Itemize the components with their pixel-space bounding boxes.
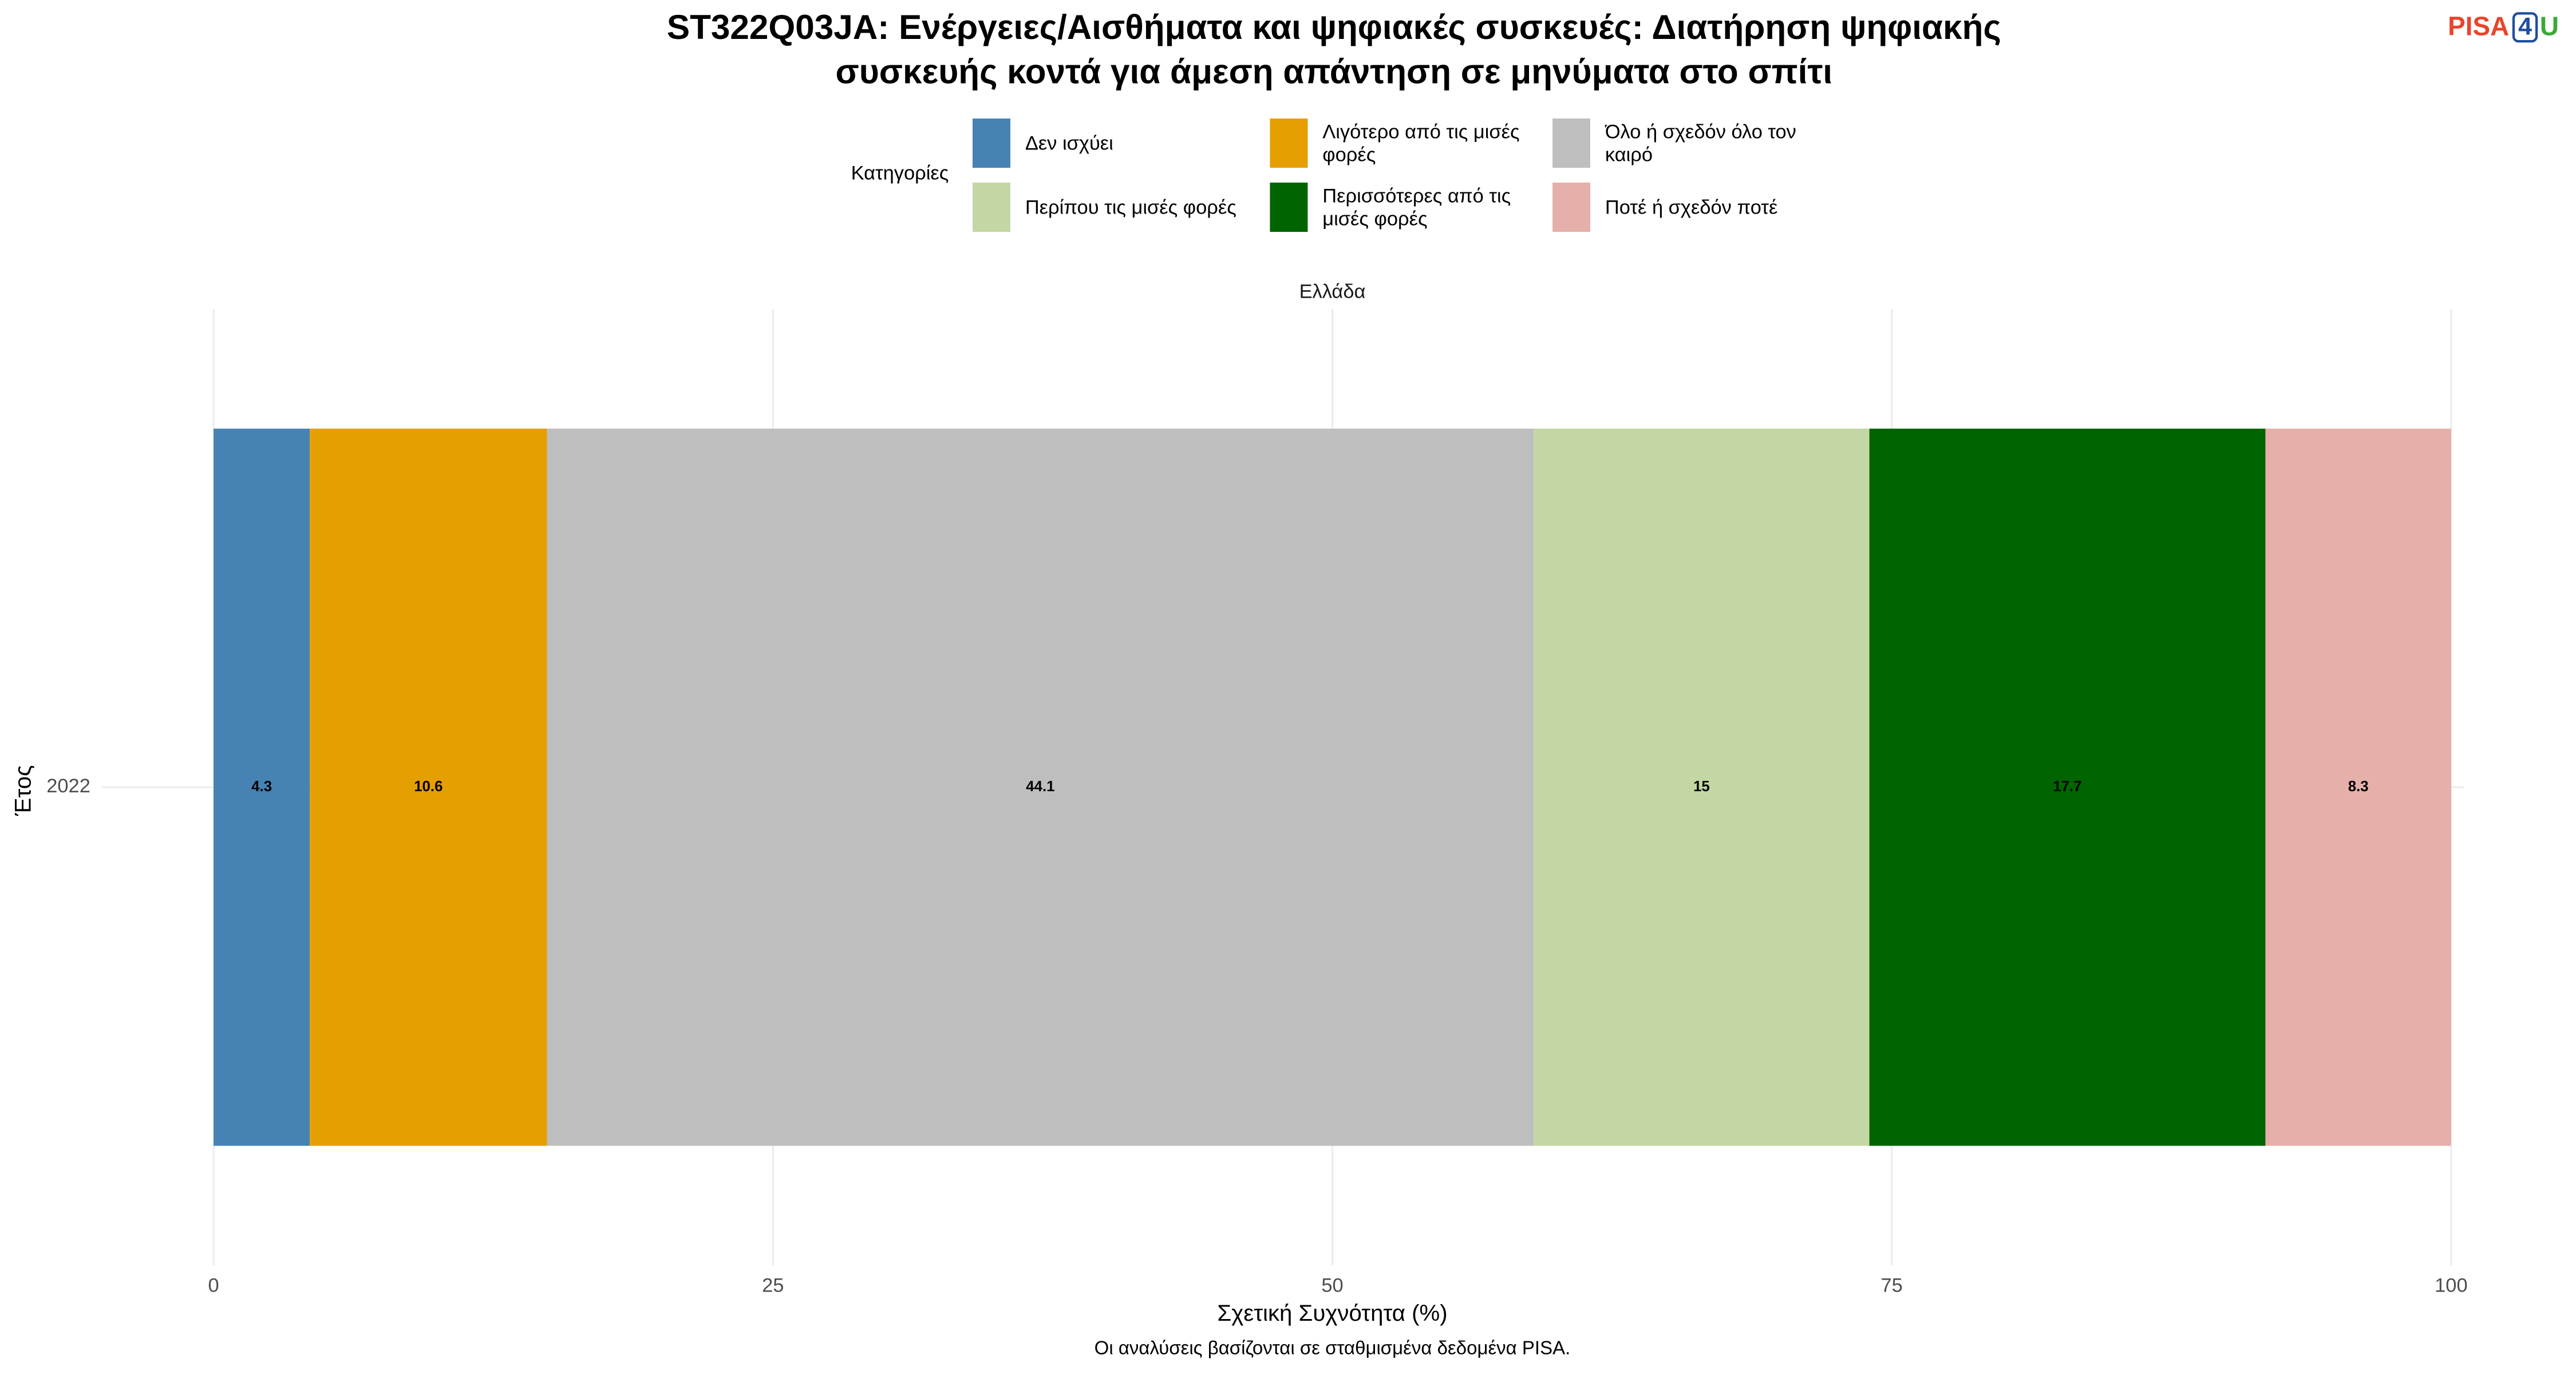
legend-label-wrap: Ποτέ ή σχεδόν ποτέ: [1605, 183, 1835, 232]
x-axis-label: Σχετική Συχνότητα (%): [1217, 1300, 1447, 1326]
legend-label-box: Λιγότερο από τις μισές φορές: [1322, 119, 1552, 168]
legend-label: Περισσότερες από τις μισές φορές: [1322, 184, 1511, 231]
marks: [214, 428, 2451, 1146]
legend-swatch: [1552, 182, 1591, 232]
chart-title: ST322Q03JA: Ενέργειες/Αισθήματα και ψηφι…: [667, 7, 2001, 46]
logo: PISA: [2448, 11, 2509, 41]
legend-swatch: [1270, 182, 1308, 232]
legend-label-box: Περίπου τις μισές φορές: [1025, 183, 1255, 232]
legend-swatch: [972, 182, 1010, 232]
data-label: 17.7: [2053, 779, 2081, 795]
legend-title: Κατηγορίες: [851, 163, 949, 184]
legend-label: Όλο ή σχεδόν όλο τον καιρό: [1605, 120, 1796, 167]
bar-segment: [2265, 428, 2451, 1146]
data-label: 15: [1693, 779, 1710, 795]
legend-swatch: [972, 119, 1010, 168]
bar-segment: [214, 428, 310, 1146]
x-tick-label: 25: [762, 1275, 784, 1297]
bar-segment: [310, 428, 547, 1146]
logo: 4: [2518, 13, 2532, 41]
legend-label-wrap: Λιγότερο από τις μισές φορές: [1322, 119, 1552, 168]
legend-label-box: Δεν ισχύει: [1025, 119, 1255, 168]
legend-label-box: Όλο ή σχεδόν όλο τον καιρό: [1605, 119, 1835, 168]
legend-label-box: Περισσότερες από τις μισές φορές: [1322, 183, 1552, 232]
logo: U: [2540, 11, 2559, 41]
legend-label-wrap: Περισσότερες από τις μισές φορές: [1322, 183, 1552, 232]
legend-label-wrap: Περίπου τις μισές φορές: [1025, 183, 1255, 232]
y-axis-label: Έτος: [10, 765, 36, 816]
bar-segment: [547, 428, 1534, 1146]
legend-label-box: Ποτέ ή σχεδόν ποτέ: [1605, 183, 1835, 232]
legend-swatch: [1270, 119, 1308, 168]
facet-label: Ελλάδα: [1299, 281, 1366, 302]
legend-label: Λιγότερο από τις μισές φορές: [1322, 120, 1520, 167]
x-tick-label: 0: [208, 1275, 219, 1297]
bar-segment: [1869, 428, 2266, 1146]
data-label: 4.3: [251, 779, 272, 795]
legend-label-wrap: Όλο ή σχεδόν όλο τον καιρό: [1605, 119, 1835, 168]
legend-label: Δεν ισχύει: [1025, 131, 1113, 155]
legend-swatch: [1552, 119, 1591, 168]
data-label: 10.6: [414, 779, 442, 795]
legend-label: Ποτέ ή σχεδόν ποτέ: [1605, 195, 1778, 219]
chart-title: συσκευής κοντά για άμεση απάντηση σε μην…: [836, 52, 1833, 90]
logo-box: [2512, 12, 2538, 43]
legend-label: Περίπου τις μισές φορές: [1025, 195, 1236, 219]
data-label: 8.3: [2348, 779, 2369, 795]
bar-segment: [1534, 428, 1870, 1146]
x-tick-label: 50: [1321, 1275, 1343, 1297]
y-tick-label: 2022: [46, 775, 90, 797]
legend-label-wrap: Δεν ισχύει: [1025, 119, 1255, 168]
caption: Οι αναλύσεις βασίζονται σε σταθμισμένα δ…: [1095, 1337, 1571, 1358]
x-tick-label: 100: [2435, 1275, 2467, 1297]
data-label: 44.1: [1026, 779, 1054, 795]
x-tick-label: 75: [1881, 1275, 1903, 1297]
